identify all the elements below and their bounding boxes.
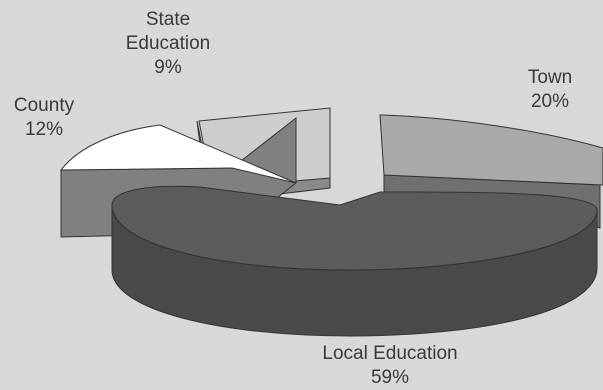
pie-slice-local-education (111, 185, 598, 337)
label-state-education: State Education 9% (113, 8, 223, 80)
label-local-value: 59% (370, 367, 410, 388)
label-state-name-line1: State (145, 9, 191, 30)
label-state-value: 9% (154, 57, 182, 78)
label-county-value: 12% (24, 119, 64, 140)
label-local-education: Local Education 59% (300, 342, 480, 390)
label-county-name: County (13, 95, 75, 116)
slice-county-top (59, 124, 297, 184)
label-county: County 12% (0, 94, 88, 142)
label-town-name: Town (527, 67, 573, 88)
slice-local-education-top (111, 185, 598, 271)
label-state-name-line2: Education (125, 33, 211, 54)
slice-town-top (379, 114, 603, 186)
label-local-name: Local Education (322, 343, 458, 364)
label-town: Town 20% (500, 66, 600, 114)
label-town-value: 20% (530, 91, 570, 112)
